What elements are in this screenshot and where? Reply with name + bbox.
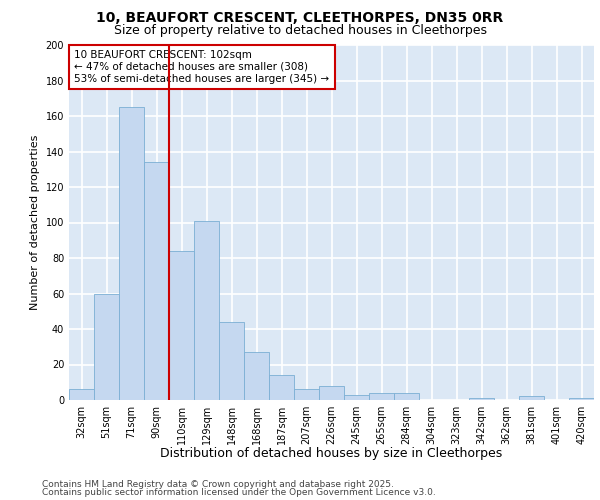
Text: 10 BEAUFORT CRESCENT: 102sqm
← 47% of detached houses are smaller (308)
53% of s: 10 BEAUFORT CRESCENT: 102sqm ← 47% of de… bbox=[74, 50, 329, 84]
Text: Contains public sector information licensed under the Open Government Licence v3: Contains public sector information licen… bbox=[42, 488, 436, 497]
Bar bbox=[169, 251, 194, 400]
Bar bbox=[94, 294, 119, 400]
Bar bbox=[469, 398, 494, 400]
Text: Contains HM Land Registry data © Crown copyright and database right 2025.: Contains HM Land Registry data © Crown c… bbox=[42, 480, 394, 489]
Bar bbox=[144, 162, 169, 400]
Text: Size of property relative to detached houses in Cleethorpes: Size of property relative to detached ho… bbox=[113, 24, 487, 37]
Bar bbox=[394, 393, 419, 400]
Bar bbox=[294, 390, 319, 400]
Bar bbox=[269, 375, 294, 400]
Bar bbox=[319, 386, 344, 400]
Bar bbox=[194, 220, 219, 400]
Bar bbox=[119, 107, 144, 400]
Bar bbox=[369, 393, 394, 400]
Bar bbox=[344, 394, 369, 400]
X-axis label: Distribution of detached houses by size in Cleethorpes: Distribution of detached houses by size … bbox=[160, 447, 503, 460]
Bar bbox=[519, 396, 544, 400]
Bar bbox=[569, 398, 594, 400]
Bar bbox=[69, 390, 94, 400]
Text: 10, BEAUFORT CRESCENT, CLEETHORPES, DN35 0RR: 10, BEAUFORT CRESCENT, CLEETHORPES, DN35… bbox=[97, 11, 503, 25]
Bar bbox=[244, 352, 269, 400]
Y-axis label: Number of detached properties: Number of detached properties bbox=[30, 135, 40, 310]
Bar bbox=[219, 322, 244, 400]
